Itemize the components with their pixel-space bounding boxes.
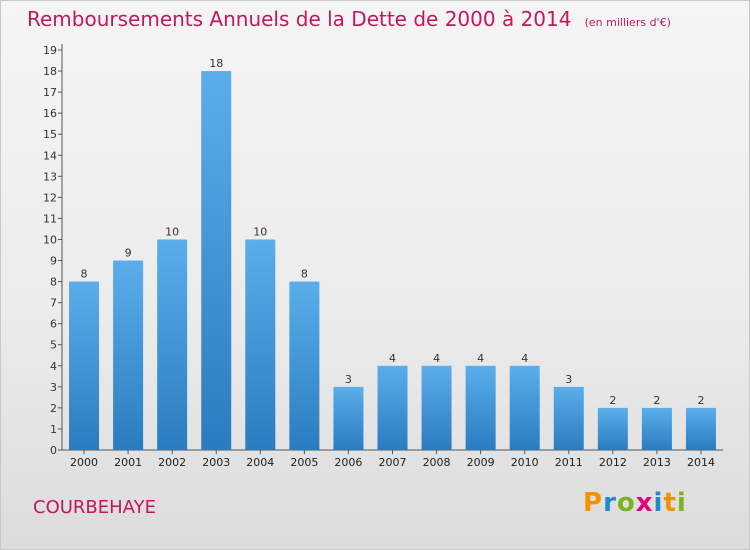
x-tick-label: 2004	[246, 456, 274, 469]
chart-title-unit: (en milliers d'€)	[584, 16, 671, 29]
y-tick-label: 14	[43, 149, 57, 162]
x-tick-label: 2000	[70, 456, 98, 469]
bar-2013	[641, 407, 672, 450]
y-tick-label: 5	[50, 339, 57, 352]
bar-value-label: 4	[521, 352, 528, 365]
y-tick-label: 8	[50, 276, 57, 289]
bar-2007	[377, 365, 408, 450]
chart-title: Remboursements Annuels de la Dette de 20…	[27, 7, 671, 31]
logo-letter: P	[583, 488, 604, 518]
y-tick-label: 10	[43, 233, 57, 246]
x-tick-label: 2007	[379, 456, 407, 469]
y-tick-label: 3	[50, 381, 57, 394]
chart-title-main: Remboursements Annuels de la Dette de 20…	[27, 7, 572, 31]
bar-value-label: 8	[81, 268, 88, 281]
bar-2012	[597, 407, 628, 450]
commune-name: COURBEHAYE	[33, 497, 156, 518]
bar-2004	[245, 239, 276, 450]
x-tick-label: 2012	[599, 456, 627, 469]
y-tick-label: 12	[43, 191, 57, 204]
y-tick-label: 9	[50, 255, 57, 268]
proxiti-logo: Proxiti	[583, 488, 687, 518]
logo-letter: t	[663, 488, 677, 518]
y-tick-label: 15	[43, 128, 57, 141]
y-tick-label: 19	[43, 44, 57, 57]
bar-value-label: 2	[697, 394, 704, 407]
bar-2006	[333, 386, 364, 450]
chart-bars	[69, 71, 716, 450]
bar-value-label: 4	[433, 352, 440, 365]
x-tick-label: 2002	[158, 456, 186, 469]
bar-value-label: 4	[477, 352, 484, 365]
bar-2008	[421, 365, 452, 450]
bar-2000	[69, 281, 100, 450]
bar-2005	[289, 281, 320, 450]
y-tick-label: 13	[43, 170, 57, 183]
bar-value-label: 3	[565, 373, 572, 386]
bar-2002	[157, 239, 188, 450]
y-tick-label: 17	[43, 86, 57, 99]
x-tick-label: 2006	[334, 456, 362, 469]
bar-2009	[465, 365, 496, 450]
chart-labels: 8 2000 9 2001 10 2002 18 2003 10 2004 8 2005 3 2006 4 2…	[70, 57, 715, 469]
logo-letter: x	[635, 488, 654, 518]
x-tick-label: 2009	[467, 456, 495, 469]
bar-2010	[509, 365, 540, 450]
bar-2001	[113, 260, 144, 450]
bar-value-label: 4	[389, 352, 396, 365]
y-tick-label: 7	[50, 297, 57, 310]
y-tick-label: 0	[50, 444, 57, 457]
logo-letter: i	[676, 488, 687, 518]
bar-value-label: 8	[301, 268, 308, 281]
bar-value-label: 10	[253, 225, 267, 238]
bar-value-label: 3	[345, 373, 352, 386]
x-tick-label: 2013	[643, 456, 671, 469]
bar-value-label: 2	[653, 394, 660, 407]
x-tick-label: 2014	[687, 456, 715, 469]
logo-letter: i	[653, 488, 664, 518]
x-tick-label: 2008	[423, 456, 451, 469]
y-tick-label: 16	[43, 107, 57, 120]
y-tick-label: 11	[43, 212, 57, 225]
bar-value-label: 9	[125, 247, 132, 260]
y-tick-label: 6	[50, 318, 57, 331]
bar-value-label: 10	[165, 225, 179, 238]
bar-value-label: 18	[209, 57, 223, 70]
x-tick-label: 2003	[202, 456, 230, 469]
y-tick-label: 4	[50, 360, 57, 373]
y-tick-label: 2	[50, 402, 57, 415]
y-tick-label: 1	[50, 423, 57, 436]
logo-letter: r	[603, 488, 617, 518]
bar-2003	[201, 71, 232, 450]
x-tick-label: 2011	[555, 456, 583, 469]
bar-2014	[685, 407, 716, 450]
bar-2011	[553, 386, 584, 450]
x-tick-label: 2005	[290, 456, 318, 469]
bar-value-label: 2	[609, 394, 616, 407]
logo-letter: o	[616, 488, 636, 518]
x-tick-label: 2001	[114, 456, 142, 469]
y-tick-label: 18	[43, 65, 57, 78]
x-tick-label: 2010	[511, 456, 539, 469]
